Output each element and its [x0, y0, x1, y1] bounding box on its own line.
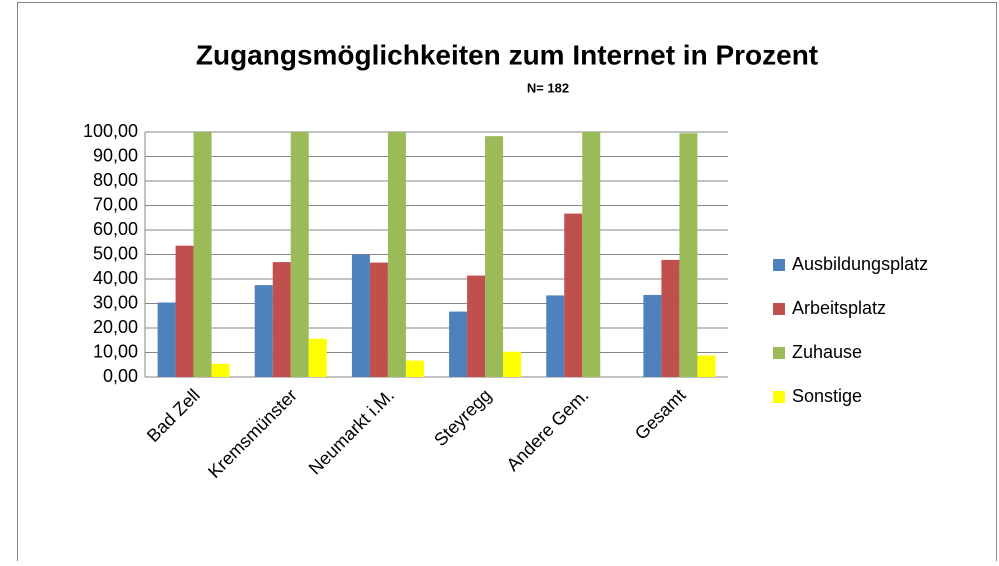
bar: [582, 132, 601, 377]
chart-subtitle: N= 182: [527, 80, 569, 95]
legend-swatch: [773, 347, 785, 359]
bar: [697, 355, 716, 377]
chart-title: Zugangsmöglichkeiten zum Internet in Pro…: [196, 39, 818, 70]
bar: [643, 294, 662, 377]
y-tick-label: 20,00: [93, 317, 138, 337]
y-tick-label: 70,00: [93, 194, 138, 214]
bar: [485, 136, 504, 377]
y-tick-label: 80,00: [93, 170, 138, 190]
bar: [369, 262, 388, 377]
bar: [308, 338, 327, 377]
legend-label: Ausbildungsplatz: [792, 254, 928, 274]
legend-swatch: [773, 391, 785, 403]
bar: [679, 133, 698, 377]
bar: [272, 262, 291, 377]
bar: [387, 132, 406, 377]
bar: [546, 295, 565, 377]
bar: [405, 360, 424, 377]
bar: [193, 132, 212, 377]
y-tick-label: 90,00: [93, 145, 138, 165]
bar: [351, 254, 370, 377]
y-tick-label: 10,00: [93, 341, 138, 361]
bar: [449, 311, 468, 377]
bar: [661, 259, 680, 377]
legend-swatch: [773, 259, 785, 271]
bar: [175, 245, 194, 377]
legend-label: Zuhause: [792, 342, 862, 362]
y-tick-label: 40,00: [93, 268, 138, 288]
bar: [503, 351, 522, 377]
y-tick-label: 50,00: [93, 243, 138, 263]
bar: [157, 302, 176, 377]
y-tick-label: 60,00: [93, 219, 138, 239]
y-tick-label: 30,00: [93, 292, 138, 312]
y-tick-label: 0,00: [103, 366, 138, 386]
legend-label: Sonstige: [792, 386, 862, 406]
bar: [211, 363, 230, 377]
bar: [290, 132, 309, 377]
bar: [254, 285, 273, 377]
legend-label: Arbeitsplatz: [792, 298, 886, 318]
chart-frame: [17, 2, 997, 566]
y-tick-label: 100,00: [83, 121, 138, 141]
legend-swatch: [773, 303, 785, 315]
bar: [467, 275, 486, 377]
bar: [564, 213, 583, 377]
